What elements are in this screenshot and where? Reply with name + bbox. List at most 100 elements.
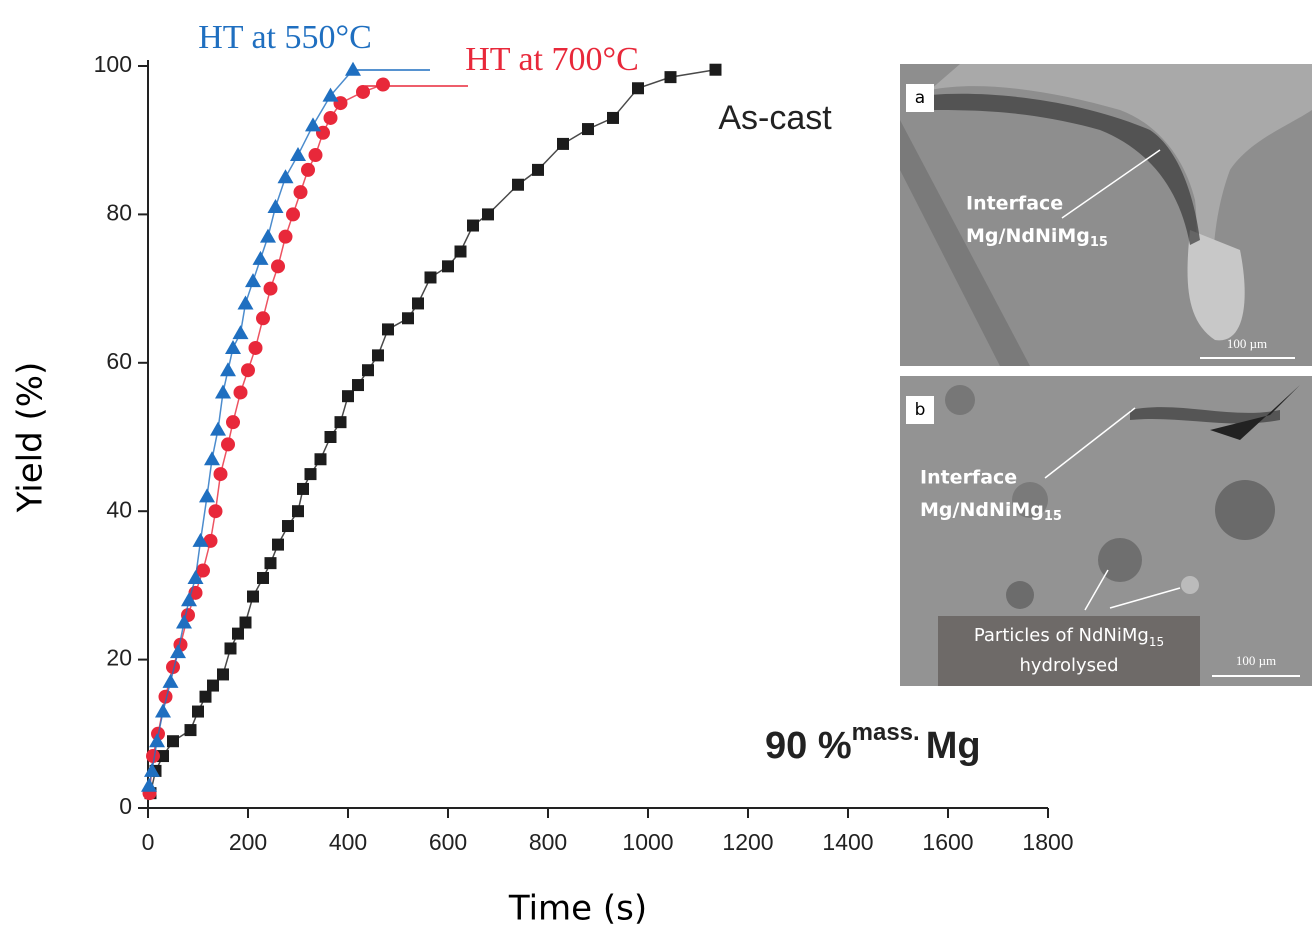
marker: [207, 680, 219, 692]
marker: [632, 82, 644, 94]
marker: [455, 246, 467, 258]
x-tick-label: 1800: [1022, 829, 1073, 855]
inset-note: hydrolysed: [1019, 655, 1118, 676]
inset-label: Mg/NdNiMg15: [966, 225, 1108, 250]
series-line: [151, 70, 716, 793]
marker: [271, 259, 285, 273]
marker: [234, 385, 248, 399]
marker: [245, 273, 261, 287]
marker: [582, 123, 594, 135]
texture: [945, 385, 975, 415]
y-tick-label: 20: [106, 645, 132, 671]
marker: [167, 735, 179, 747]
marker: [220, 362, 236, 376]
marker: [192, 706, 204, 718]
marker: [264, 282, 278, 296]
marker: [607, 112, 619, 124]
marker: [442, 260, 454, 272]
series-label: HT at 700°C: [465, 41, 639, 78]
inset-b: b Interface Mg/NdNiMg15 Particles of NdN…: [900, 376, 1312, 686]
inset-label: Interface: [920, 467, 1017, 489]
subscript: 15: [1044, 509, 1062, 524]
x-tick-label: 600: [429, 829, 467, 855]
scale-label: 100 µm: [1236, 653, 1276, 668]
x-tick-label: 1200: [722, 829, 773, 855]
marker: [315, 453, 327, 465]
marker: [305, 117, 321, 131]
marker: [200, 691, 212, 703]
inset-note: Particles of NdNiMg15: [974, 625, 1164, 649]
marker: [221, 437, 235, 451]
marker: [532, 164, 544, 176]
marker: [204, 451, 220, 465]
marker: [260, 229, 276, 243]
marker: [324, 111, 338, 125]
marker: [247, 591, 259, 603]
texture: [1006, 581, 1034, 609]
texture: [1215, 480, 1275, 540]
marker: [215, 384, 231, 398]
marker: [256, 311, 270, 325]
marker: [292, 505, 304, 517]
x-tick-label: 400: [329, 829, 367, 855]
x-tick-label: 800: [529, 829, 567, 855]
inset-label: Mg/NdNiMg: [920, 499, 1044, 521]
inset-label: Interface: [966, 193, 1063, 215]
x-tick-label: 1600: [922, 829, 973, 855]
marker: [467, 220, 479, 232]
y-tick-label: 40: [106, 496, 132, 522]
marker: [265, 557, 277, 569]
panel-label: b: [915, 400, 926, 420]
marker: [282, 520, 294, 532]
marker: [241, 363, 255, 377]
y-tick-label: 0: [119, 793, 132, 819]
marker: [249, 341, 263, 355]
marker: [217, 668, 229, 680]
series-label: As-cast: [718, 99, 832, 137]
marker: [199, 488, 215, 502]
y-tick-label: 60: [106, 348, 132, 374]
inset-note: Particles of NdNiMg: [974, 625, 1149, 646]
marker: [253, 251, 269, 265]
annotation: 90 %mass.Mg: [765, 719, 981, 767]
series-line: [150, 85, 384, 794]
marker: [268, 199, 284, 213]
marker: [210, 422, 226, 436]
marker: [279, 230, 293, 244]
marker: [240, 617, 252, 629]
x-tick-label: 200: [229, 829, 267, 855]
marker: [665, 71, 677, 83]
figure: 0204060801000200400600800100012001400160…: [0, 0, 1312, 934]
marker: [233, 325, 249, 339]
marker: [376, 78, 390, 92]
marker: [225, 642, 237, 654]
series-label: HT at 550°C: [198, 19, 372, 56]
marker: [382, 323, 394, 335]
inset-label: Mg/NdNiMg: [966, 225, 1090, 247]
marker: [225, 340, 241, 354]
x-tick-label: 0: [142, 829, 155, 855]
marker: [309, 148, 323, 162]
marker: [325, 431, 337, 443]
annotation-sup: mass.: [852, 719, 920, 746]
marker: [214, 467, 228, 481]
inset-label: Mg/NdNiMg15: [920, 499, 1062, 524]
marker: [482, 208, 494, 220]
marker: [372, 349, 384, 361]
marker: [257, 572, 269, 584]
marker: [209, 504, 223, 518]
marker: [301, 163, 315, 177]
marker: [352, 379, 364, 391]
series-line: [149, 70, 353, 786]
marker: [412, 297, 424, 309]
marker: [294, 185, 308, 199]
inset-a: a Interface Mg/NdNiMg15 100 µm: [900, 64, 1312, 366]
marker: [185, 724, 197, 736]
marker: [342, 390, 354, 402]
marker: [512, 179, 524, 191]
marker: [141, 778, 157, 792]
marker: [356, 85, 370, 99]
marker: [425, 271, 437, 283]
marker: [362, 364, 374, 376]
marker: [305, 468, 317, 480]
